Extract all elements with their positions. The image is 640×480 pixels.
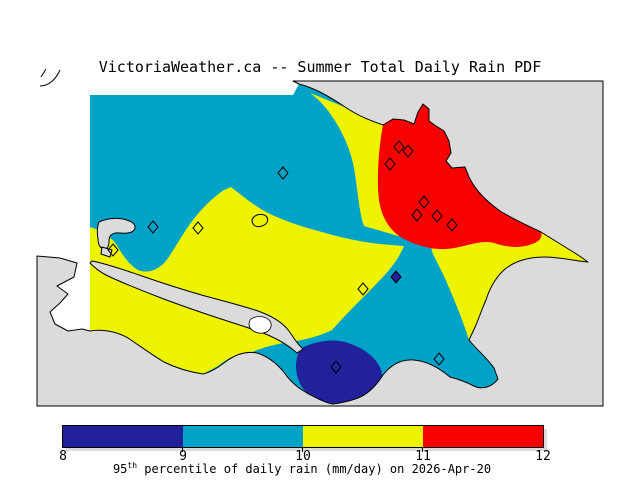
colorbar-tick (182, 447, 183, 452)
contour-region-red (377, 104, 542, 250)
station-marker (384, 157, 396, 171)
station-marker (393, 140, 405, 154)
colorbar-tick (422, 447, 423, 452)
colorbar-segment-8-9 (63, 426, 183, 447)
hook-island (96, 217, 136, 250)
station-marker (192, 221, 204, 235)
coastline-fragment (39, 68, 61, 87)
lagoon (248, 316, 272, 334)
station-marker (433, 352, 445, 366)
station-marker (357, 282, 369, 296)
colorbar (62, 425, 544, 448)
caption-rest: percentile of daily rain (mm/day) on 202… (137, 462, 492, 476)
station-marker (330, 360, 342, 374)
station-marker (277, 166, 289, 180)
caption-value: 95 (112, 462, 128, 476)
caption-sup: th (127, 461, 138, 470)
station-marker (402, 144, 414, 158)
station-marker (446, 218, 458, 232)
colorbar-caption: 95th percentile of daily rain (mm/day) o… (0, 461, 604, 477)
page-title: VictoriaWeather.ca -- Summer Total Daily… (98, 58, 542, 76)
tiny-island (251, 213, 269, 228)
colorbar-label-10: 10 (295, 449, 311, 464)
colorbar-label-12: 12 (535, 449, 551, 464)
colorbar-segment-10-11 (303, 426, 423, 447)
station-marker-filled (390, 270, 402, 284)
colorbar-tick (302, 447, 303, 452)
colorbar-segment-9-10 (183, 426, 303, 447)
peninsula-strip (89, 260, 304, 354)
colorbar-segment-11-12 (423, 426, 543, 447)
station-marker (107, 243, 119, 257)
contour-region-navy (296, 340, 383, 404)
colorbar-label-11: 11 (415, 449, 431, 464)
colorbar-label-8: 8 (59, 449, 67, 464)
station-marker (147, 220, 159, 234)
colorbar-label-9: 9 (179, 449, 187, 464)
station-marker (411, 208, 423, 222)
station-marker (418, 195, 430, 209)
landmass (36, 80, 604, 407)
contour-region-yellow-southwest (90, 187, 404, 374)
station-marker (431, 209, 443, 223)
station-markers (107, 140, 458, 374)
